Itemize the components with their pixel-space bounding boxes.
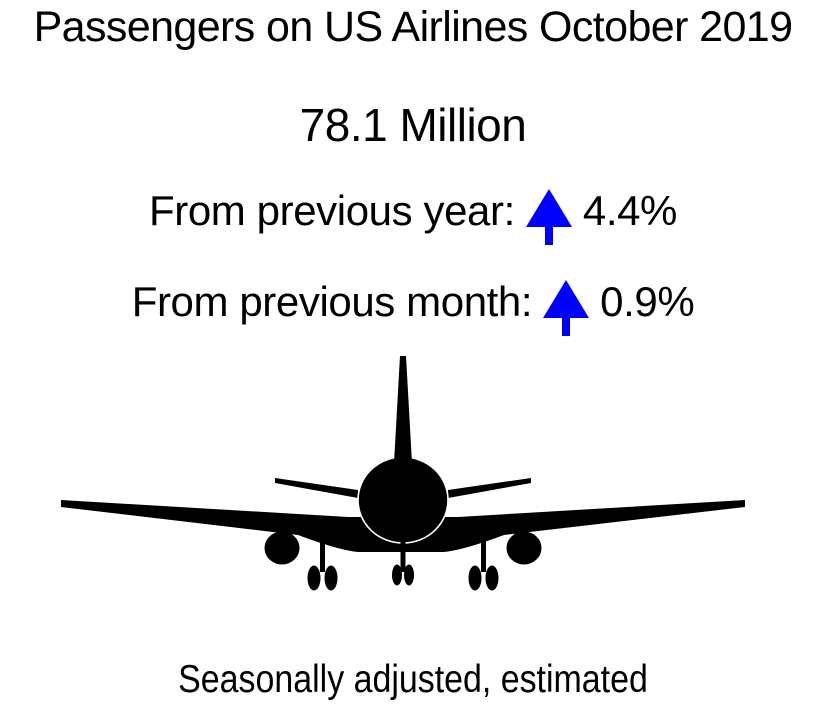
previous-year-label: From previous year: [149, 187, 515, 234]
plane-gear-strut-right [481, 538, 486, 572]
airplane-illustration [48, 350, 758, 620]
plane-wheel [324, 565, 338, 591]
plane-gear-strut-center [400, 535, 406, 572]
stat-row-previous-month: From previous month: 0.9% [0, 273, 826, 336]
plane-fuselage [357, 456, 449, 544]
plane-engine-left [264, 531, 300, 565]
plane-gear-strut-left [320, 538, 325, 572]
previous-month-value: 0.9% [600, 278, 695, 325]
page-title: Passengers on US Airlines October 2019 [33, 3, 793, 51]
plane-wheel [485, 565, 499, 591]
plane-wheel [468, 565, 482, 591]
previous-year-value: 4.4% [582, 187, 678, 234]
plane-wheel [307, 565, 321, 591]
headline-value: 78.1 Million [299, 99, 527, 151]
airplane-front-icon [61, 356, 745, 591]
plane-tail-fin [394, 356, 412, 463]
plane-engine-right [506, 531, 542, 565]
plane-wheel [392, 564, 402, 586]
plane-wheel [404, 564, 414, 586]
footnote: Seasonally adjusted, estimated [178, 658, 648, 701]
stat-row-previous-year: From previous year: 4.4% [0, 182, 826, 245]
up-arrow-icon [543, 280, 590, 336]
previous-month-label: From previous month: [131, 278, 533, 325]
up-arrow-icon [525, 189, 572, 245]
plane-stabilizer-left [275, 478, 358, 498]
plane-stabilizer-right [448, 478, 531, 498]
